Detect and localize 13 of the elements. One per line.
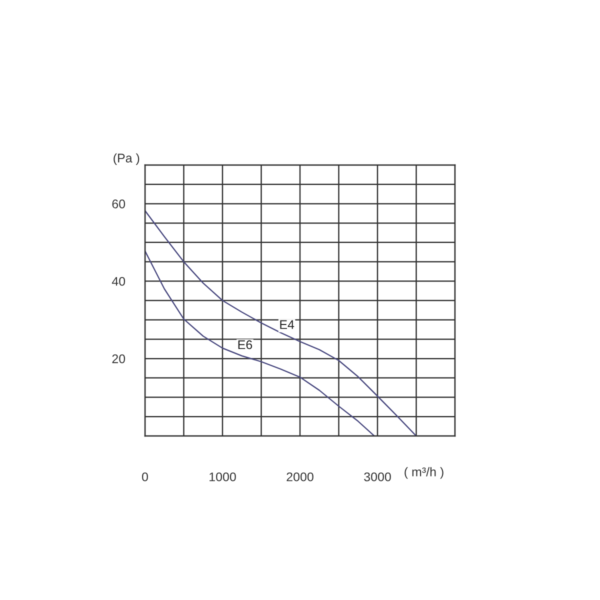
x-tick-label: 3000	[364, 472, 391, 482]
x-axis-title: ( m³/h )	[404, 467, 444, 479]
line-series	[145, 250, 376, 436]
y-tick-label: 20	[112, 354, 126, 364]
y-tick-label: 40	[112, 276, 126, 286]
y-axis-title: (Pa )	[114, 153, 140, 165]
x-tick-label: 2000	[286, 472, 314, 482]
annotation: E4	[280, 320, 294, 329]
annotation: E6	[238, 340, 252, 350]
x-tick-label: 1000	[210, 472, 236, 482]
line-series	[145, 210, 417, 436]
x-tick-label: 0	[142, 472, 148, 482]
y-tick-label: 60	[112, 200, 126, 208]
